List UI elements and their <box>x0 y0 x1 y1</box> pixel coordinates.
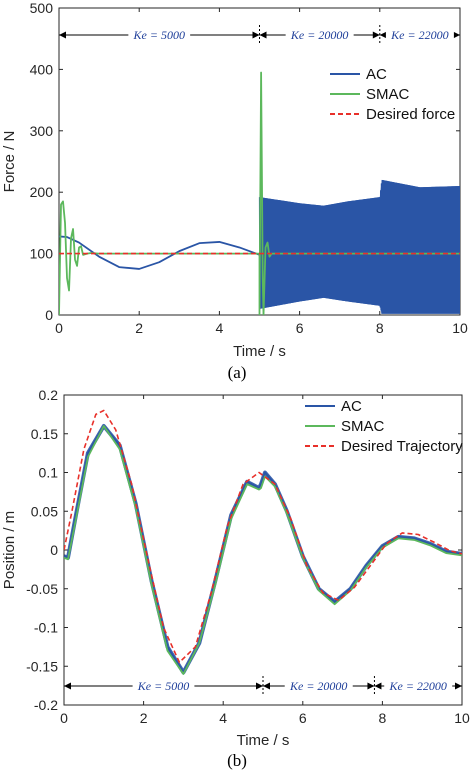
legend-label: Desired force <box>366 106 455 123</box>
y-tick-label: -0.2 <box>34 697 58 713</box>
plot-area <box>59 71 460 315</box>
x-tick-label: 8 <box>379 710 387 726</box>
series-line-ac-thick <box>64 424 462 675</box>
y-tick-label: -0.15 <box>26 658 58 674</box>
y-tick-label: 100 <box>30 246 54 262</box>
y-tick-label: 0 <box>45 307 53 323</box>
legend-label: AC <box>366 66 387 83</box>
y-tick-label: 400 <box>30 61 54 77</box>
y-tick-label: 0.05 <box>31 503 58 519</box>
figure-caption: (b) <box>227 751 247 770</box>
x-axis-label: Time / s <box>237 732 290 749</box>
annotation-arrowhead-left <box>263 682 270 690</box>
x-tick-label: 6 <box>296 320 304 336</box>
legend-label: SMAC <box>341 418 385 435</box>
annotation-label-bg <box>385 27 454 42</box>
annotation-label: Ke = 5000 <box>137 679 189 693</box>
position-chart: 0 2 4 6 8 10 0.2 0.15 0.1 0.05 0 -0.05 -0.1 -0.15 -0.2… <box>1 387 470 770</box>
annotation-arrowhead-right <box>367 682 375 690</box>
annotation-arrowhead-left <box>64 682 71 690</box>
x-tick-label: 10 <box>454 710 470 726</box>
x-axis-label: Time / s <box>233 343 286 360</box>
x-tick-label: 6 <box>299 710 307 726</box>
annotation-label-bg <box>132 678 195 693</box>
series-ac-band <box>259 179 460 314</box>
plot-area <box>64 409 462 675</box>
legend-label: Desired Trajectory <box>341 438 463 455</box>
series-line-desired-trajectory <box>64 409 462 664</box>
x-tick-label: 10 <box>452 320 468 336</box>
annotation-label-bg <box>285 27 354 42</box>
y-tick-label: 0.1 <box>39 465 59 481</box>
annotation-label: Ke = 22000 <box>390 28 448 42</box>
x-tick-label: 4 <box>216 320 224 336</box>
legend-label: SMAC <box>366 86 410 103</box>
annotation-arrowhead-right <box>252 31 260 39</box>
annotation-arrowhead-right <box>372 31 380 39</box>
y-axis-label: Force / N <box>1 131 18 193</box>
x-tick-label: 2 <box>140 710 148 726</box>
y-tick-label: 500 <box>30 0 54 16</box>
x-tick-label: 4 <box>219 710 227 726</box>
legend-label: AC <box>341 398 362 415</box>
y-axis-label: Position / m <box>1 511 18 589</box>
y-tick-label: 0.15 <box>31 426 58 442</box>
annotation-arrowhead-right <box>455 682 462 690</box>
series-line-ac <box>59 235 260 270</box>
annotation-label: Ke = 20000 <box>289 679 347 693</box>
series-line-smac <box>64 425 462 675</box>
annotation-arrowhead-right <box>256 682 263 690</box>
y-tick-label: -0.05 <box>26 581 58 597</box>
annotation-arrowhead-right <box>453 31 460 39</box>
x-tick-label: 0 <box>55 320 63 336</box>
y-tick-label: 0 <box>50 542 58 558</box>
annotation-arrowhead-left <box>374 682 382 690</box>
y-tick-label: 0.2 <box>39 387 59 403</box>
annotation-arrowhead-left <box>379 31 387 39</box>
y-tick-label: -0.1 <box>34 620 58 636</box>
annotation-label: Ke = 5000 <box>133 28 185 42</box>
annotation-arrowhead-left <box>259 31 267 39</box>
annotation-label: Ke = 20000 <box>290 28 348 42</box>
annotation-label-bg <box>384 678 453 693</box>
y-tick-label: 300 <box>30 123 54 139</box>
x-tick-label: 0 <box>60 710 68 726</box>
annotation-label-bg <box>284 678 353 693</box>
annotation-label-bg <box>128 27 191 42</box>
annotation-arrowhead-left <box>59 31 66 39</box>
figure-caption: (a) <box>228 363 247 382</box>
x-tick-label: 2 <box>135 320 143 336</box>
annotation-label: Ke = 22000 <box>389 679 447 693</box>
x-tick-label: 8 <box>376 320 384 336</box>
y-tick-label: 200 <box>30 184 54 200</box>
